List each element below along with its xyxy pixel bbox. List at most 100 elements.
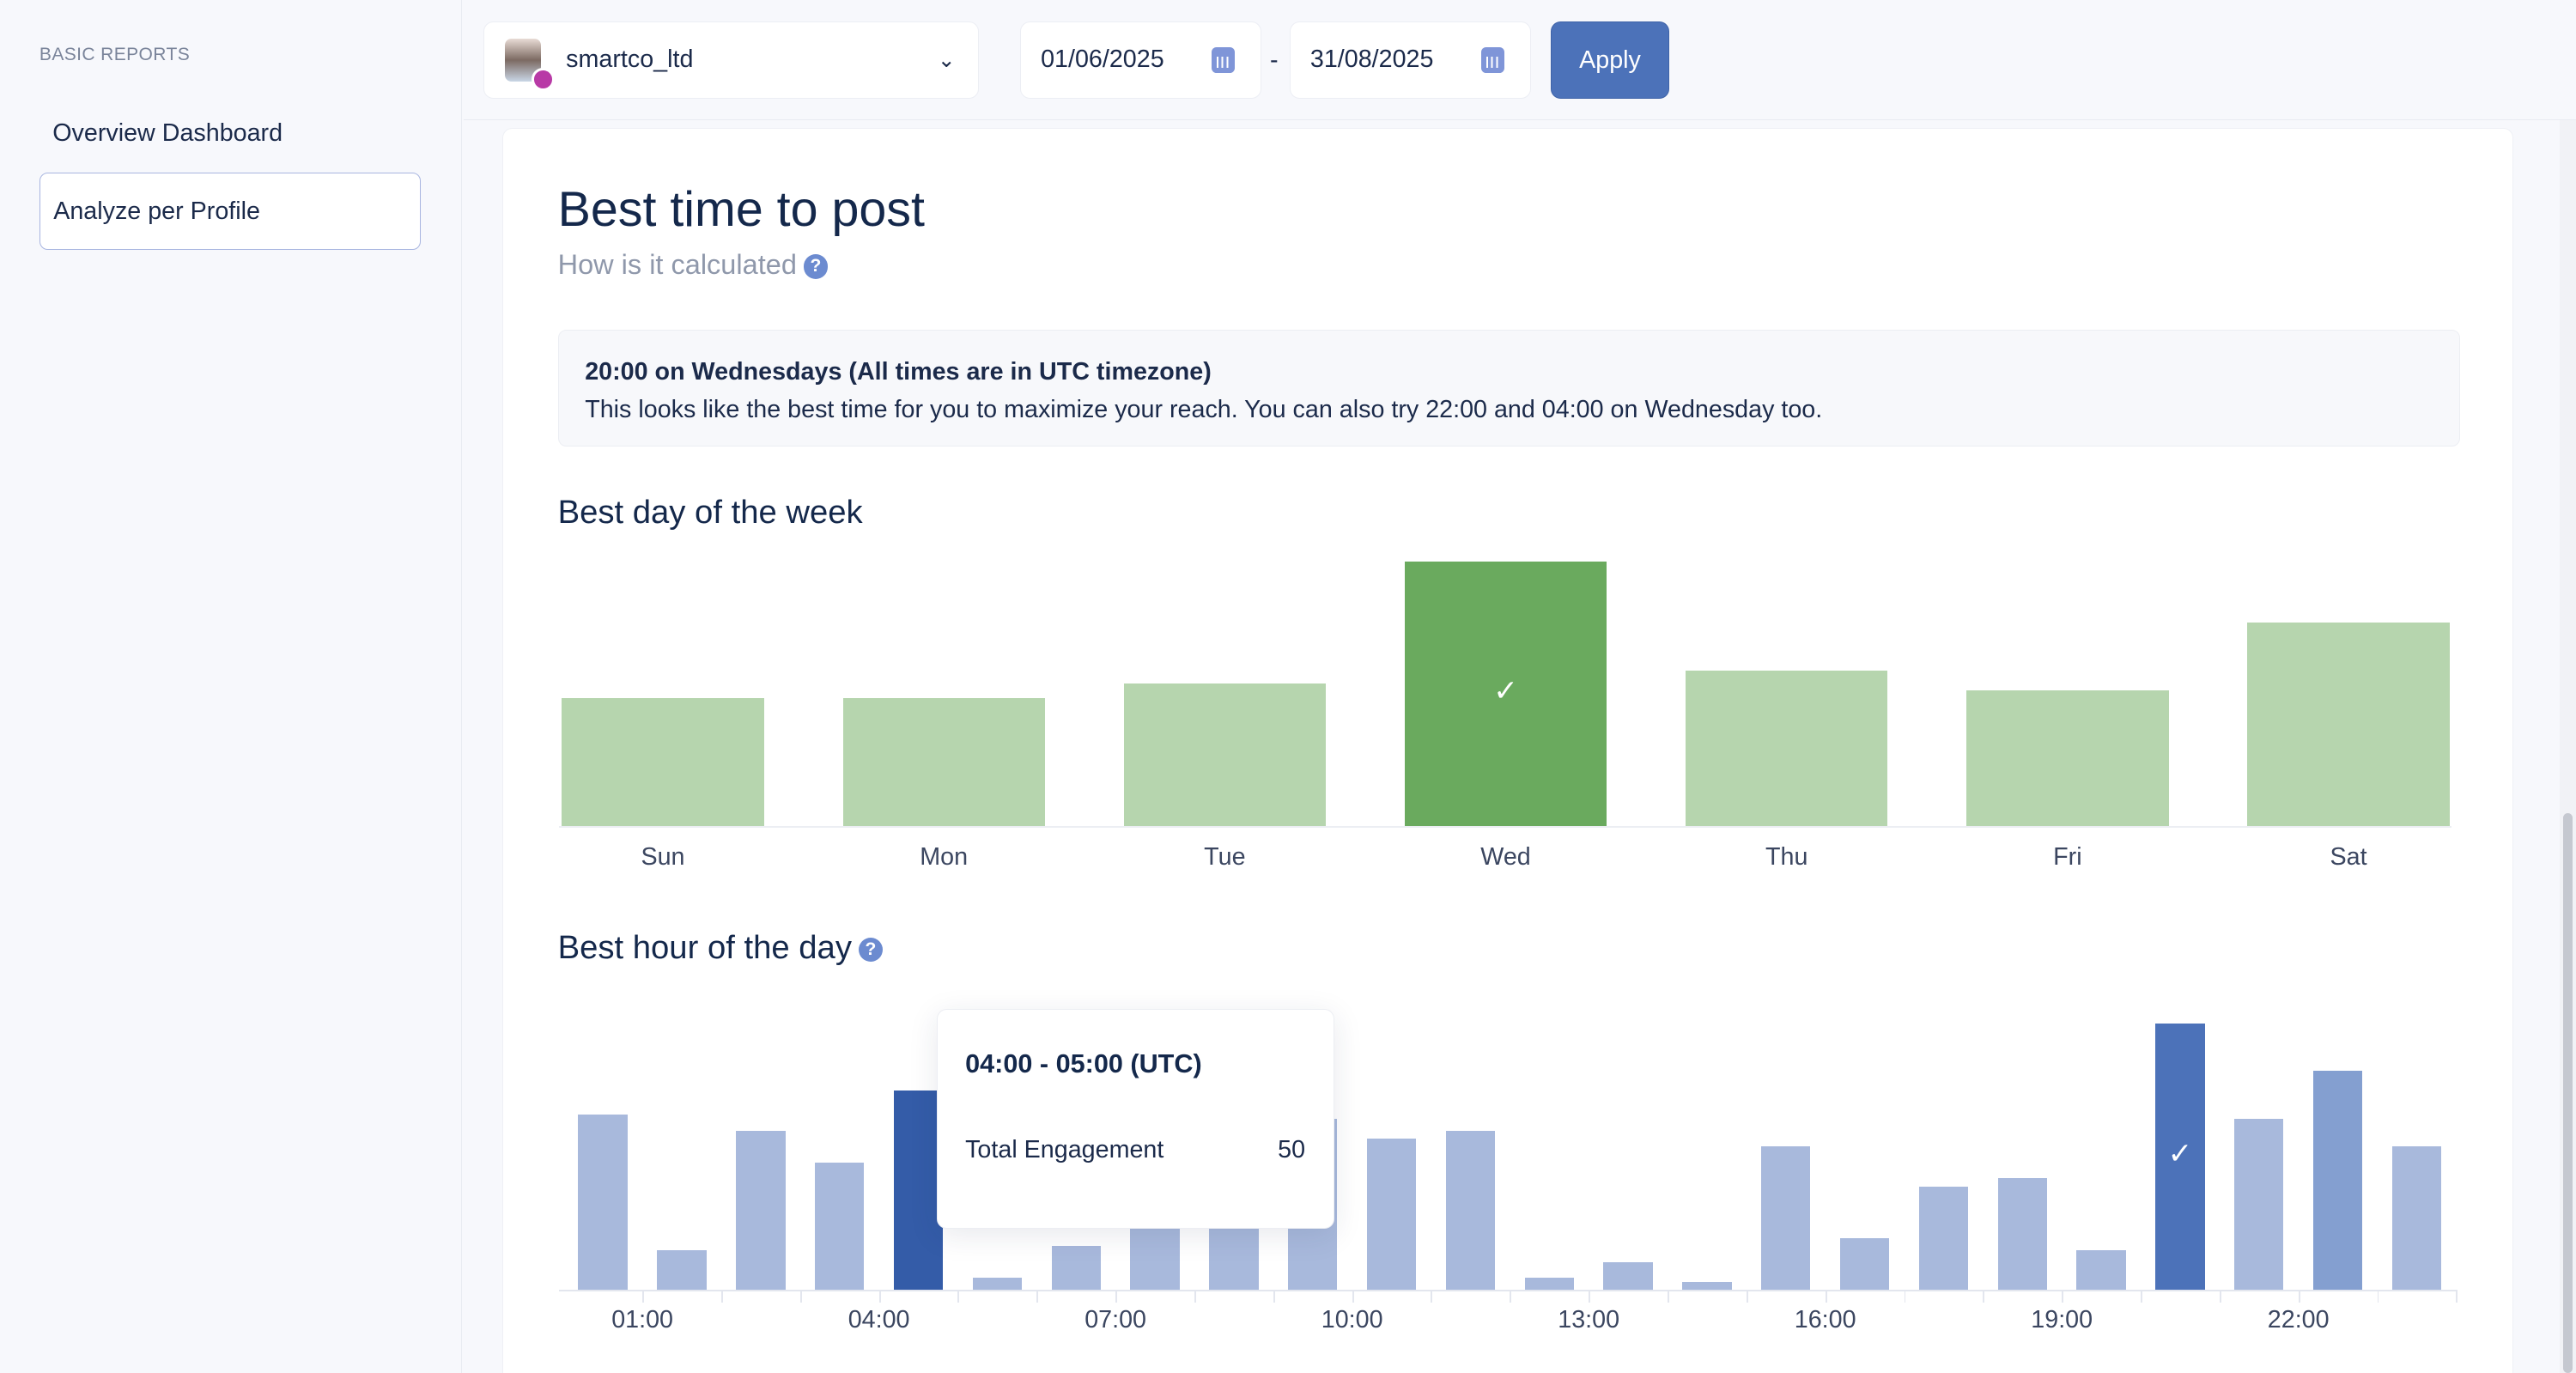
chart-tooltip: 04:00 - 05:00 (UTC) Total Engagement 50 <box>936 1008 1334 1230</box>
how-calculated-label: How is it calculated <box>557 248 797 280</box>
day-bar-tue[interactable] <box>1123 683 1327 827</box>
tooltip-value: 50 <box>1278 1136 1306 1164</box>
day-bar-thu[interactable] <box>1686 670 1888 827</box>
hour-bar-0600[interactable] <box>1051 1246 1101 1290</box>
day-bar-sun[interactable] <box>562 698 764 827</box>
sidebar-section-basic-reports: BASIC REPORTS <box>39 44 191 64</box>
hour-label: 13:00 <box>1558 1306 1620 1334</box>
hour-tick <box>2141 1289 2142 1303</box>
hour-tick <box>878 1289 881 1303</box>
scrollbar-thumb[interactable] <box>2562 813 2573 1373</box>
day-label: Mon <box>920 842 969 871</box>
date-to-input[interactable]: 31/08/2025 <box>1289 21 1532 99</box>
recommendation-text: This looks like the best time for you to… <box>585 396 1823 424</box>
hour-tick <box>1431 1289 1433 1303</box>
best-hour-chart: ✓ 01:00 04:00 07:00 10:00 13:00 16:00 19:00 22:0… <box>558 986 2458 1339</box>
hour-label: 22:00 <box>2267 1306 2330 1334</box>
checkmark-icon: ✓ <box>2167 1137 2193 1170</box>
recommendation-box: 20:00 on Wednesdays (All times are in UT… <box>557 329 2461 447</box>
tooltip-label: Total Engagement <box>965 1136 1164 1164</box>
hour-bar-0200[interactable] <box>736 1130 786 1290</box>
hour-tick <box>2456 1289 2458 1303</box>
hour-axis <box>558 1289 2458 1291</box>
help-icon[interactable]: ? <box>803 253 829 279</box>
hour-bar-2000[interactable]: ✓ <box>2155 1023 2205 1290</box>
hour-bar-0400[interactable] <box>893 1091 944 1290</box>
day-bar-fri[interactable] <box>1966 690 2169 827</box>
hour-tick <box>1589 1289 1591 1303</box>
sidebar: BASIC REPORTS Overview Dashboard Analyze… <box>0 0 462 1373</box>
hour-bar-1200[interactable] <box>1524 1278 1574 1290</box>
hour-tick <box>1273 1289 1275 1303</box>
how-calculated-link[interactable]: How is it calculated? <box>558 249 829 281</box>
hour-bar-0300[interactable] <box>814 1162 865 1290</box>
hour-bar-2300[interactable] <box>2391 1146 2442 1290</box>
hour-tick <box>957 1289 960 1303</box>
date-from-input[interactable]: 01/06/2025 <box>1020 21 1262 99</box>
hour-tick <box>1036 1289 1039 1303</box>
profile-select[interactable]: smartco_ltd ⌄ <box>483 21 980 99</box>
help-icon[interactable]: ? <box>858 937 884 963</box>
hour-tick <box>1352 1289 1354 1303</box>
checkmark-icon: ✓ <box>1493 675 1518 708</box>
hour-tick <box>1115 1289 1118 1303</box>
best-hour-label: Best hour of the day <box>557 929 852 966</box>
date-to-value: 31/08/2025 <box>1309 46 1434 74</box>
calendar-icon[interactable] <box>1212 46 1235 74</box>
hour-tick <box>1904 1289 1906 1303</box>
avatar <box>505 38 555 92</box>
hour-bar-0100[interactable] <box>657 1249 707 1290</box>
tooltip-title: 04:00 - 05:00 (UTC) <box>965 1048 1202 1078</box>
hour-bar-2100[interactable] <box>2234 1118 2284 1290</box>
hour-bar-1500[interactable] <box>1761 1146 1811 1290</box>
day-bar-sat[interactable] <box>2247 623 2450 827</box>
recommendation-title: 20:00 on Wednesdays (All times are in UT… <box>585 358 1212 386</box>
hour-tick <box>2062 1289 2064 1303</box>
hour-tick <box>2219 1289 2221 1303</box>
day-label: Wed <box>1480 842 1531 871</box>
hour-tick <box>1825 1289 1827 1303</box>
day-axis <box>558 826 2451 829</box>
hour-tick <box>642 1289 644 1303</box>
hour-tick <box>1510 1289 1512 1303</box>
day-label: Thu <box>1765 842 1808 871</box>
hour-bar-2200[interactable] <box>2312 1071 2363 1290</box>
date-separator: - <box>1269 46 1279 74</box>
best-day-chart: Sun Mon Tue ✓ Wed Thu Fri Sat <box>558 539 2451 876</box>
topbar: smartco_ltd ⌄ 01/06/2025 - 31/08/2025 <box>463 0 2576 120</box>
hour-bar-1700[interactable] <box>1918 1186 1969 1290</box>
sidebar-item-overview-dashboard[interactable]: Overview Dashboard <box>52 118 283 147</box>
hour-label: 10:00 <box>1321 1306 1383 1334</box>
day-label: Sun <box>641 842 685 871</box>
hour-bar-1600[interactable] <box>1839 1237 1890 1290</box>
day-label: Tue <box>1204 842 1246 871</box>
sidebar-item-analyze-per-profile[interactable]: Analyze per Profile <box>39 172 421 250</box>
hour-bar-0000[interactable] <box>578 1115 628 1290</box>
hour-bar-1400[interactable] <box>1682 1281 1732 1290</box>
best-hour-heading: Best hour of the day? <box>558 929 884 967</box>
instagram-icon <box>531 68 555 92</box>
chevron-down-icon: ⌄ <box>937 47 956 72</box>
scrollbar[interactable] <box>2559 119 2576 1373</box>
hour-bar-1900[interactable] <box>2076 1249 2126 1290</box>
hour-bar-1000[interactable] <box>1366 1139 1417 1290</box>
day-label: Fri <box>2053 842 2082 871</box>
hour-label: 04:00 <box>848 1306 910 1334</box>
calendar-icon[interactable] <box>1480 46 1504 74</box>
hour-bar-1800[interactable] <box>1997 1178 2047 1290</box>
hour-label: 16:00 <box>1794 1306 1856 1334</box>
hour-tick <box>1194 1289 1196 1303</box>
hour-bar-0500[interactable] <box>972 1278 1023 1290</box>
day-bar-mon[interactable] <box>842 698 1045 827</box>
hour-label: 19:00 <box>2031 1306 2093 1334</box>
profile-name: smartco_ltd <box>566 46 694 74</box>
hour-bar-1100[interactable] <box>1445 1130 1496 1290</box>
day-bar-wed[interactable]: ✓ <box>1404 562 1607 827</box>
hour-bar-1300[interactable] <box>1603 1261 1653 1290</box>
apply-button[interactable]: Apply <box>1551 21 1669 99</box>
date-from-value: 01/06/2025 <box>1041 46 1164 74</box>
hour-tick <box>1667 1289 1669 1303</box>
hour-tick <box>1983 1289 1985 1303</box>
hour-tick <box>799 1289 802 1303</box>
hour-tick <box>1746 1289 1748 1303</box>
